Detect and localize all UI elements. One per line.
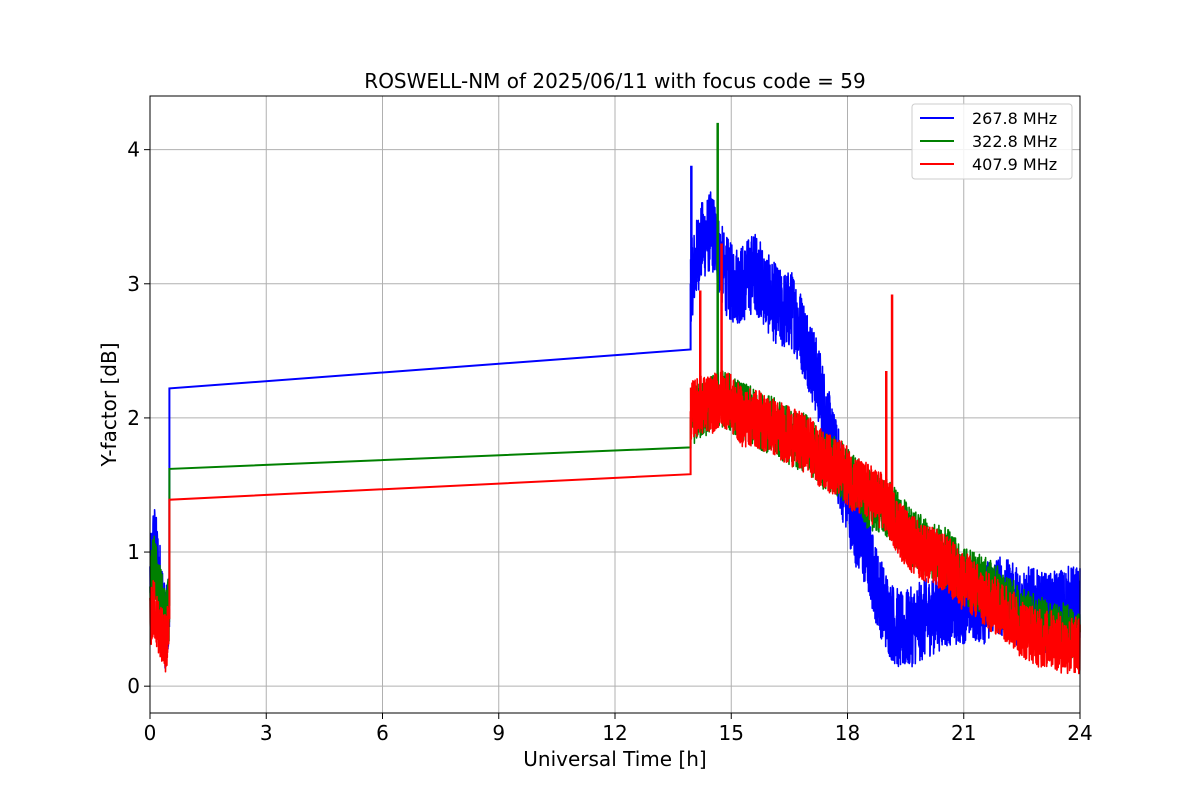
x-tick-label: 6 bbox=[376, 721, 389, 745]
y-tick-label: 4 bbox=[127, 138, 140, 162]
x-tick-label: 0 bbox=[144, 721, 157, 745]
x-tick-label: 3 bbox=[260, 721, 273, 745]
legend: 267.8 MHz 322.8 MHz 407.9 MHz bbox=[911, 103, 1073, 180]
y-tick-label: 2 bbox=[127, 406, 140, 430]
x-tick-label: 15 bbox=[719, 721, 744, 745]
legend-entry-label: 267.8 MHz bbox=[972, 109, 1057, 128]
series-layer bbox=[149, 122, 1081, 675]
x-tick-label: 21 bbox=[951, 721, 976, 745]
series-noise-trace bbox=[689, 371, 1081, 675]
legend-box bbox=[911, 103, 1073, 180]
y-tick-label: 3 bbox=[127, 272, 140, 296]
series-noise-trace bbox=[149, 580, 171, 673]
chart-title: ROSWELL-NM of 2025/06/11 with focus code… bbox=[364, 69, 865, 93]
legend-entry-label: 322.8 MHz bbox=[972, 132, 1057, 151]
x-tick-label: 9 bbox=[492, 721, 505, 745]
x-tick-label: 18 bbox=[835, 721, 860, 745]
legend-entry-label: 407.9 MHz bbox=[972, 155, 1057, 174]
y-tick-label: 0 bbox=[127, 674, 140, 698]
y-tick-label: 1 bbox=[127, 540, 140, 564]
x-tick-label: 24 bbox=[1067, 721, 1092, 745]
y-axis-label: Y-factor [dB] bbox=[97, 342, 121, 467]
x-axis-label: Universal Time [h] bbox=[523, 747, 706, 771]
series-noise-trace bbox=[149, 535, 171, 649]
series-407-9-mhz bbox=[149, 243, 1081, 675]
series-gap-line bbox=[168, 411, 692, 620]
x-tick-label: 12 bbox=[602, 721, 627, 745]
